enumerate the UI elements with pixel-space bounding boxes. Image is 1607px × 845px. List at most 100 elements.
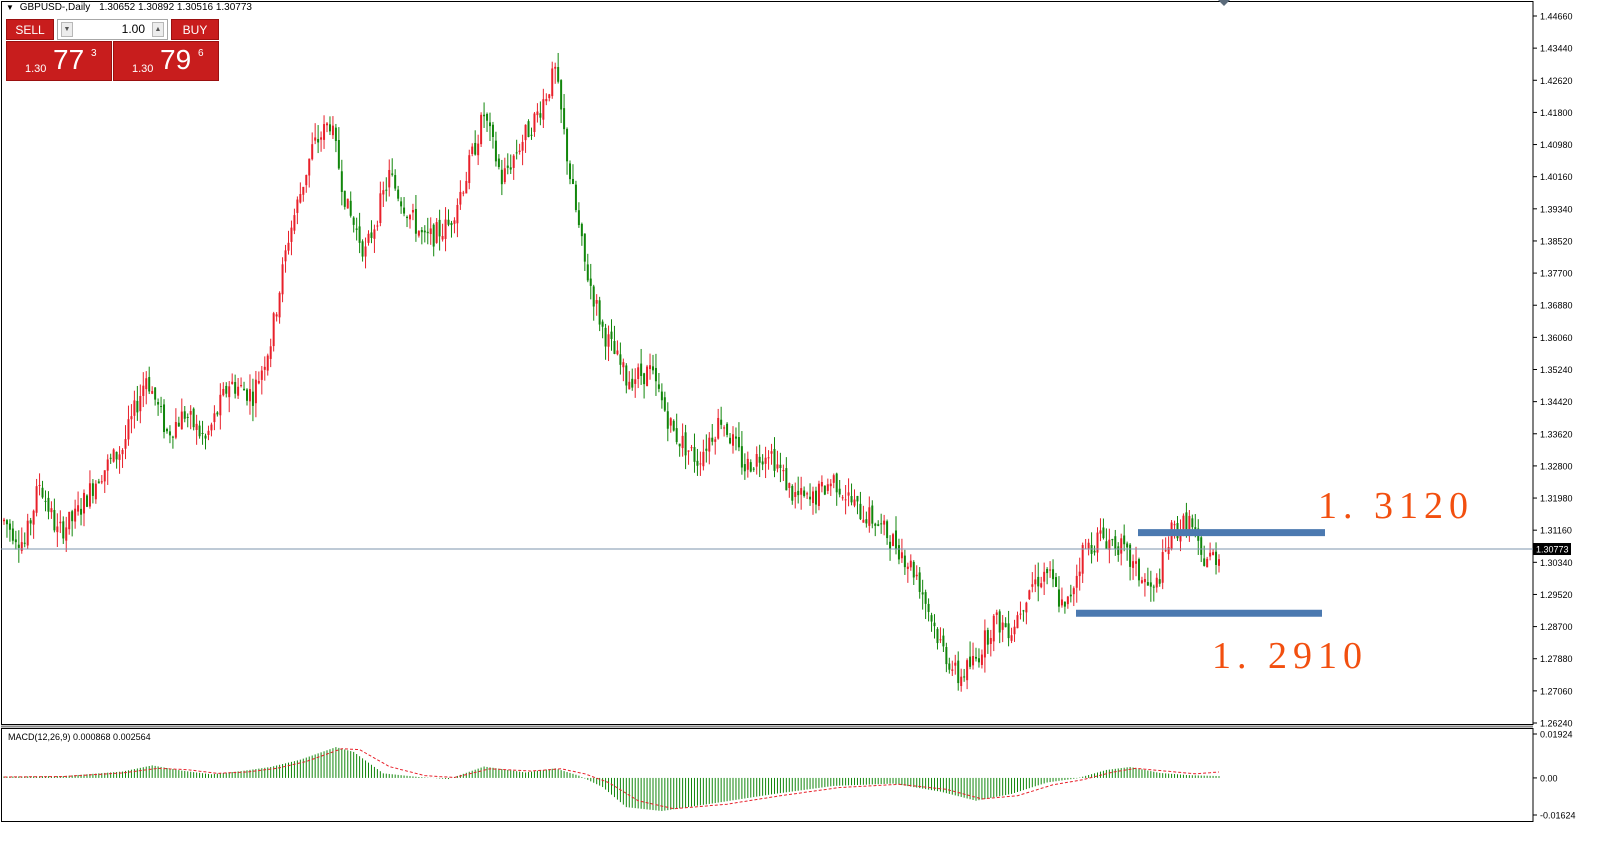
candle-body <box>794 492 797 497</box>
candle <box>326 122 329 133</box>
candle-body <box>328 124 331 132</box>
candle-body <box>17 544 20 548</box>
collapse-triangle-icon[interactable]: ▼ <box>6 3 14 12</box>
candle <box>385 177 388 202</box>
candle-body <box>459 191 462 205</box>
candlestick-series <box>3 52 1220 692</box>
candle-body <box>948 663 951 670</box>
candle <box>521 134 524 166</box>
candle-body <box>969 656 972 667</box>
candle <box>1176 516 1179 542</box>
candle-body <box>403 207 406 214</box>
sell-button[interactable]: SELL <box>6 19 54 40</box>
candle <box>862 505 865 523</box>
candle <box>900 538 903 563</box>
candle <box>666 402 669 442</box>
candle <box>1102 518 1105 540</box>
candle-body <box>97 481 100 484</box>
lots-stepper[interactable]: ▼ 1.00 ▲ <box>57 19 168 40</box>
level-lines[interactable]: 1.30773 <box>1 529 1571 617</box>
candle <box>877 520 880 527</box>
candle-body <box>1140 580 1143 583</box>
candle <box>776 450 779 473</box>
candle-body <box>503 168 506 183</box>
candle <box>237 378 240 400</box>
price-tick-label: 1.41800 <box>1540 108 1573 118</box>
candle <box>983 619 986 673</box>
lots-value[interactable]: 1.00 <box>121 22 145 36</box>
candle-body <box>657 384 660 389</box>
candle <box>589 263 592 300</box>
candle-body <box>601 321 604 327</box>
candle <box>865 511 868 528</box>
candle <box>1206 556 1209 568</box>
candle <box>586 253 589 283</box>
lots-decrease-icon[interactable]: ▼ <box>61 22 73 37</box>
candle <box>1200 534 1203 563</box>
shift-marker-icon <box>1218 0 1230 6</box>
candle-body <box>305 175 308 186</box>
candle <box>1001 615 1004 643</box>
candle-body <box>797 490 800 496</box>
candle <box>414 195 417 242</box>
buy-price-fraction: 6 <box>198 48 204 59</box>
candle-body <box>554 66 557 69</box>
candle-body <box>740 446 743 468</box>
candle <box>957 651 960 691</box>
candle-body <box>352 217 355 225</box>
candle-body <box>189 410 192 415</box>
candle-body <box>803 490 806 496</box>
candle <box>373 224 376 253</box>
sell-price-button[interactable]: 1.30 77 3 <box>6 41 112 81</box>
candle-body <box>65 527 68 541</box>
candle-body <box>634 379 637 384</box>
candle-body <box>1040 583 1043 588</box>
candle <box>518 143 521 155</box>
candle-body <box>812 491 815 504</box>
candle-body <box>835 473 838 493</box>
candle <box>743 453 746 480</box>
candle-body <box>263 366 266 370</box>
candle-body <box>1105 541 1108 549</box>
candle <box>1096 527 1099 562</box>
candle <box>77 491 80 516</box>
candle <box>702 439 705 471</box>
candle <box>260 365 263 395</box>
candle-body <box>394 175 397 189</box>
candle <box>32 509 35 539</box>
candle-body <box>977 658 980 663</box>
lots-increase-icon[interactable]: ▲ <box>152 22 164 37</box>
candle <box>785 457 788 491</box>
candle-body <box>966 660 969 681</box>
candle-body <box>877 524 880 526</box>
candle-body <box>711 437 714 442</box>
candle-body <box>216 412 219 415</box>
candle <box>560 79 563 124</box>
candle-body <box>121 449 124 455</box>
price-tick-label: 1.44660 <box>1540 12 1573 22</box>
price-tick-label: 1.30340 <box>1540 558 1573 568</box>
candle-body <box>1114 536 1117 550</box>
candle-body <box>112 449 115 462</box>
buy-button[interactable]: BUY <box>171 19 219 40</box>
candle-body <box>548 94 551 99</box>
candle <box>657 372 660 393</box>
candle <box>1215 542 1218 575</box>
candle <box>1072 586 1075 607</box>
candle <box>921 579 924 610</box>
candle-body <box>897 545 900 560</box>
sell-price-fraction: 3 <box>91 48 97 59</box>
candle <box>438 209 441 251</box>
candle <box>989 629 992 657</box>
candle-body <box>1007 623 1010 639</box>
candle <box>574 180 577 213</box>
buy-price-button[interactable]: 1.30 79 6 <box>113 41 219 81</box>
price-tick-label: 1.40160 <box>1540 172 1573 182</box>
candle <box>782 464 785 481</box>
candle <box>210 422 213 437</box>
candle <box>672 419 675 432</box>
candle-body <box>1078 571 1081 577</box>
candle <box>939 627 942 644</box>
candle <box>441 223 444 242</box>
